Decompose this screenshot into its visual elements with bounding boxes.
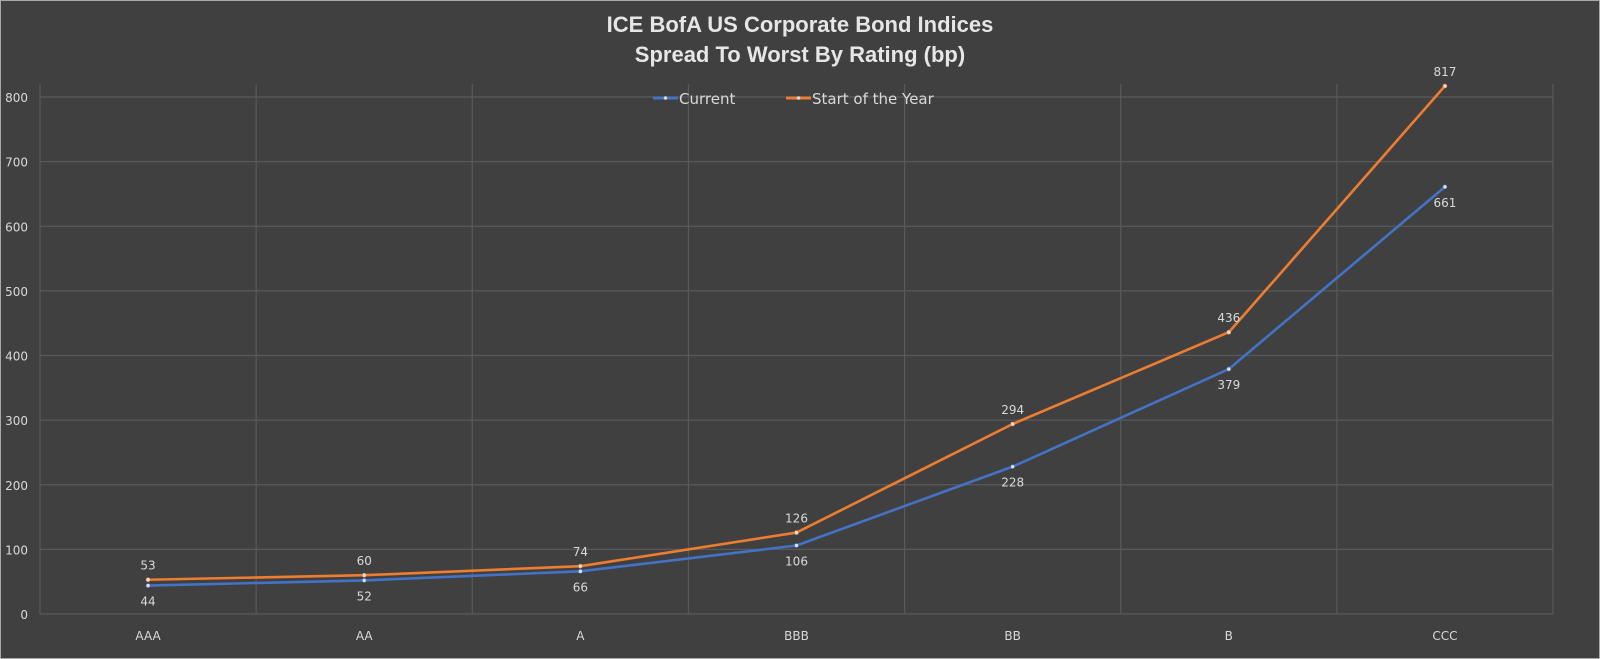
data-label: 126 xyxy=(785,512,808,526)
legend-marker-current xyxy=(663,96,668,100)
series-line-start-of-year xyxy=(148,85,1446,582)
series-lines xyxy=(145,83,1448,588)
data-point xyxy=(145,577,151,583)
legend-label-current: Current xyxy=(679,90,735,108)
x-tick-label: B xyxy=(1225,629,1233,643)
x-tick-label: BBB xyxy=(784,629,809,643)
y-tick-label: 600 xyxy=(5,220,28,234)
data-label: 436 xyxy=(1217,311,1240,325)
x-axis-ticks: AAA AA A BBB BB B CCC xyxy=(135,629,1457,643)
gridlines xyxy=(39,84,1554,615)
data-label: 228 xyxy=(1001,476,1024,490)
y-tick-label: 400 xyxy=(5,350,28,364)
data-point xyxy=(794,543,799,548)
data-point xyxy=(1010,464,1015,469)
data-point xyxy=(1226,366,1232,372)
y-tick-label: 200 xyxy=(5,479,28,493)
x-tick-label: AA xyxy=(356,629,374,643)
x-tick-label: A xyxy=(576,629,585,643)
legend: Current Start of the Year xyxy=(653,90,935,108)
data-label: 66 xyxy=(573,580,588,594)
x-tick-label: CCC xyxy=(1432,629,1457,643)
data-point xyxy=(578,569,583,574)
data-label: 294 xyxy=(1001,403,1024,417)
data-point xyxy=(794,530,799,535)
legend-label-start-of-year: Start of the Year xyxy=(812,90,935,108)
legend-marker-start-of-year xyxy=(796,96,801,100)
data-point xyxy=(361,572,367,578)
data-point xyxy=(1226,329,1232,335)
x-tick-label: AAA xyxy=(135,629,161,643)
data-label: 53 xyxy=(140,559,155,573)
series-line-current xyxy=(148,185,1446,587)
data-point xyxy=(1010,421,1015,427)
data-point xyxy=(145,583,151,588)
data-label: 44 xyxy=(140,595,155,609)
data-label: 379 xyxy=(1217,378,1240,392)
y-axis-ticks: 0 100 200 300 400 500 600 700 800 xyxy=(5,91,28,622)
data-label: 661 xyxy=(1433,196,1456,210)
y-tick-label: 0 xyxy=(20,608,28,622)
data-label: 60 xyxy=(357,554,372,568)
legend-item-start-of-year[interactable]: Start of the Year xyxy=(786,90,935,108)
y-tick-label: 500 xyxy=(5,285,28,299)
y-tick-label: 300 xyxy=(5,414,28,428)
data-label: 52 xyxy=(357,589,372,603)
data-labels: 44 52 66 106 228 379 661 53 60 74 126 294 436 817 xyxy=(140,65,1456,609)
data-point xyxy=(1442,83,1448,89)
legend-item-current[interactable]: Current xyxy=(653,90,735,108)
chart-title: ICE BofA US Corporate Bond Indices xyxy=(606,12,994,37)
data-label: 106 xyxy=(785,554,808,568)
x-tick-label: BB xyxy=(1004,629,1020,643)
y-tick-label: 800 xyxy=(5,91,28,105)
data-point xyxy=(1442,184,1448,190)
data-point xyxy=(361,578,367,583)
data-point xyxy=(578,563,583,569)
y-tick-label: 700 xyxy=(5,156,28,170)
y-tick-label: 100 xyxy=(5,543,28,557)
data-label: 817 xyxy=(1433,65,1456,79)
data-label: 74 xyxy=(573,545,588,559)
chart-subtitle: Spread To Worst By Rating (bp) xyxy=(634,42,966,67)
